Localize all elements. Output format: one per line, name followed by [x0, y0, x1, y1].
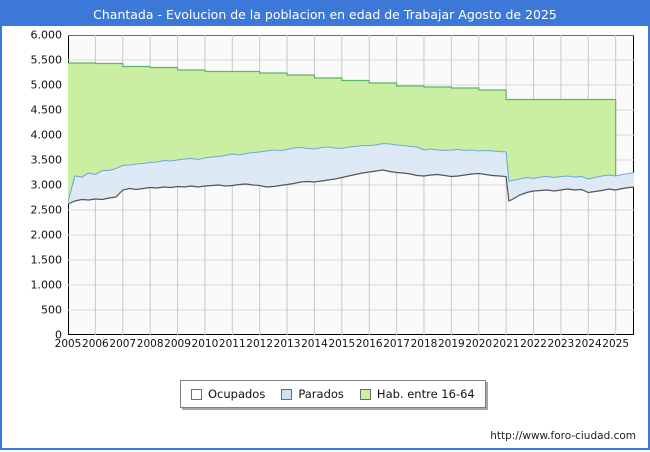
legend-swatch-icon — [281, 388, 293, 400]
x-axis-tick-label: 2008 — [136, 338, 164, 350]
x-axis-tick-label: 2015 — [328, 338, 356, 350]
x-axis-tick-label: 2011 — [218, 338, 246, 350]
page-title: Chantada - Evolucion de la poblacion en … — [93, 6, 557, 22]
x-axis-tick-label: 2013 — [273, 338, 301, 350]
x-axis-tick-label: 2020 — [465, 338, 493, 350]
y-axis-tick-label: 2.500 — [30, 203, 63, 217]
legend-item[interactable]: Hab. entre 16-64 — [359, 387, 475, 401]
x-axis-tick-label: 2022 — [520, 338, 547, 350]
x-axis-tick-label: 2012 — [246, 338, 274, 350]
y-axis-tick-label: 6.000 — [30, 28, 63, 42]
y-axis-tick-label: 3.000 — [30, 178, 63, 192]
y-axis-tick-label: 3.500 — [30, 153, 63, 167]
x-axis-tick-label: 2018 — [410, 338, 438, 350]
legend-swatch-icon — [359, 388, 371, 400]
x-axis-tick-label: 2025 — [602, 338, 630, 350]
y-axis-tick-label: 5.500 — [30, 53, 63, 67]
y-axis-tick-label: 500 — [41, 303, 62, 317]
x-axis-tick-label: 2007 — [109, 338, 137, 350]
legend-label: Parados — [298, 387, 344, 401]
plot-area — [68, 35, 634, 335]
legend-label: Hab. entre 16-64 — [376, 387, 475, 401]
x-axis-tick-label: 2009 — [164, 338, 191, 350]
footer-url: http://www.foro-ciudad.com — [490, 430, 636, 442]
x-axis-tick-label: 2010 — [191, 338, 219, 350]
y-axis-tick-label: 1.500 — [30, 253, 63, 267]
y-axis-tick-label: 1.000 — [30, 278, 63, 292]
legend-item[interactable]: Parados — [281, 387, 344, 401]
window-title-bar: Chantada - Evolucion de la poblacion en … — [2, 2, 648, 26]
x-axis-tick-label: 2019 — [437, 338, 465, 350]
y-axis-tick-label: 0 — [55, 328, 62, 342]
chart-svg — [68, 35, 634, 335]
x-axis-tick-label: 2024 — [574, 338, 602, 350]
x-axis-tick-label: 2005 — [54, 338, 82, 350]
y-axis-tick-label: 4.000 — [30, 128, 63, 142]
legend-swatch-icon — [191, 388, 202, 400]
x-axis-tick-label: 2021 — [492, 338, 520, 350]
x-axis-tick-label: 2014 — [301, 338, 328, 350]
legend-item[interactable]: Ocupados — [191, 387, 265, 401]
x-axis-tick-label: 2017 — [383, 338, 410, 350]
chart-legend: Ocupados Parados Hab. entre 16-64 — [180, 380, 486, 408]
y-axis-tick-label: 5.000 — [30, 78, 63, 92]
legend-label: Ocupados — [208, 387, 266, 401]
y-axis-tick-label: 2.000 — [30, 228, 63, 242]
x-axis-tick-label: 2016 — [355, 338, 383, 350]
x-axis-tick-label: 2006 — [82, 338, 109, 350]
x-axis-tick-label: 2023 — [547, 338, 575, 350]
y-axis-tick-label: 4.500 — [30, 103, 63, 117]
